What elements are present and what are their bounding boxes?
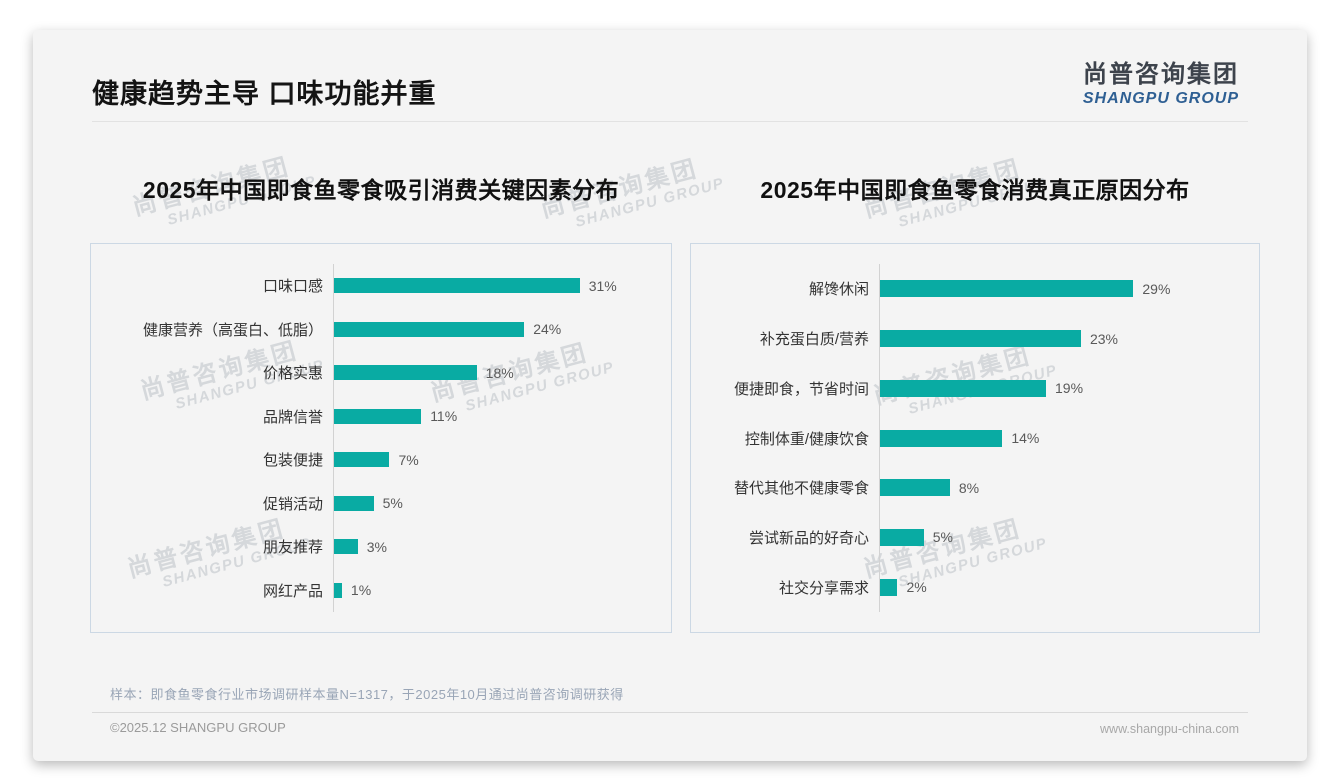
bar-track: 5% — [879, 512, 1247, 563]
bar-row: 控制体重/健康饮食 14% — [691, 413, 1247, 463]
bar-track: 11% — [333, 394, 659, 438]
bar — [334, 278, 580, 294]
bar — [334, 539, 358, 555]
bar — [334, 582, 342, 598]
bar-value-label: 8% — [958, 479, 980, 496]
company-logo: 尚普咨询集团 SHANGPU GROUP — [1083, 54, 1239, 108]
left-chart-rows: 口味口感 31% 健康营养（高蛋白、低脂） 24% 价格实惠 18% 品牌信誉 11% 包装便捷… — [91, 264, 659, 612]
bar-value-label: 2% — [906, 579, 927, 596]
bar-category-label: 包装便捷 — [262, 452, 323, 470]
bar-category-label: 品牌信誉 — [262, 408, 323, 426]
bar-row: 便捷即食，节省时间 19% — [691, 363, 1247, 414]
bar-row: 补充蛋白质/营养 23% — [691, 313, 1247, 364]
bar-category-label: 网红产品 — [262, 582, 323, 600]
bar-category-label: 替代其他不健康零食 — [733, 480, 869, 498]
footer-website: www.shangpu-china.com — [1100, 722, 1239, 736]
slide-card: 尚普咨询集团 SHANGPU GROUP 尚普咨询集团 SHANGPU GROUP 尚普… — [33, 30, 1307, 761]
bar-row: 尝试新品的好奇心 5% — [691, 512, 1247, 563]
bar-value-label: 23% — [1089, 330, 1118, 347]
bar-track: 19% — [879, 363, 1247, 414]
bar-value-label: 1% — [350, 582, 372, 599]
title-divider — [92, 121, 1248, 122]
bar — [334, 408, 422, 424]
bar-value-label: 19% — [1055, 380, 1084, 397]
bar-track: 1% — [333, 568, 659, 612]
bar-track: 23% — [879, 313, 1247, 364]
bar-track: 5% — [333, 481, 659, 525]
bar-category-label: 口味口感 — [262, 278, 323, 296]
right-chart: 解馋休闲 29% 补充蛋白质/营养 23% 便捷即食，节省时间 19% 控制体重/健康饮食 1… — [690, 243, 1260, 633]
bar — [334, 365, 477, 381]
bar-track: 14% — [879, 413, 1247, 463]
bar-row: 包装便捷 7% — [91, 438, 659, 482]
bar-value-label: 3% — [366, 538, 387, 555]
bar — [334, 321, 525, 337]
bar-track: 8% — [879, 462, 1247, 513]
bar-row: 品牌信誉 11% — [91, 394, 659, 438]
logo-chinese-name: 尚普咨询集团 — [1083, 61, 1239, 88]
bar-value-label: 24% — [533, 321, 562, 338]
right-chart-title: 2025年中国即食鱼零食消费真正原因分布 — [760, 177, 1190, 203]
sample-note: 样本：即食鱼零食行业市场调研样本量N=1317，于2025年10月通过尚普咨询调… — [110, 687, 624, 702]
bar-category-label: 便捷即食，节省时间 — [733, 380, 869, 398]
bar-value-label: 14% — [1011, 430, 1040, 447]
bar-category-label: 补充蛋白质/营养 — [759, 331, 869, 349]
bar-row: 价格实惠 18% — [91, 351, 659, 395]
bar — [880, 330, 1081, 348]
bar-track: 2% — [879, 562, 1247, 613]
bar-category-label: 解馋休闲 — [808, 281, 869, 299]
bar-category-label: 社交分享需求 — [778, 579, 869, 597]
footer-copyright: ©2025.12 SHANGPU GROUP — [110, 720, 286, 735]
bar-value-label: 7% — [398, 451, 419, 468]
page-title: 健康趋势主导 口味功能并重 — [92, 79, 437, 109]
bar-value-label: 5% — [382, 495, 403, 512]
bar-row: 促销活动 5% — [91, 481, 659, 525]
bar-row: 替代其他不健康零食 8% — [691, 462, 1247, 513]
bar-track: 18% — [333, 351, 659, 395]
bar-row: 社交分享需求 2% — [691, 562, 1247, 613]
bar-value-label: 31% — [588, 277, 617, 294]
bar-row: 网红产品 1% — [91, 568, 659, 612]
bar — [880, 479, 950, 497]
bar-row: 朋友推荐 3% — [91, 525, 659, 569]
bar-track: 31% — [333, 264, 659, 308]
bar — [880, 379, 1047, 397]
bar — [880, 528, 924, 546]
bar-category-label: 促销活动 — [262, 495, 323, 513]
left-chart-title: 2025年中国即食鱼零食吸引消费关键因素分布 — [142, 177, 620, 203]
bar-row: 口味口感 31% — [91, 264, 659, 308]
bar-value-label: 11% — [430, 408, 458, 425]
bar-category-label: 朋友推荐 — [262, 539, 323, 557]
bar-track: 24% — [333, 307, 659, 351]
logo-english-name: SHANGPU GROUP — [1082, 90, 1239, 107]
bar-track: 3% — [333, 525, 659, 569]
right-chart-rows: 解馋休闲 29% 补充蛋白质/营养 23% 便捷即食，节省时间 19% 控制体重/健康饮食 1… — [691, 264, 1247, 613]
bar-category-label: 控制体重/健康饮食 — [744, 430, 869, 448]
bar — [880, 280, 1134, 298]
bar — [880, 429, 1003, 447]
footer-divider — [92, 712, 1248, 713]
bar — [334, 452, 390, 468]
bar-track: 29% — [879, 264, 1247, 314]
bar-category-label: 健康营养（高蛋白、低脂） — [142, 321, 323, 339]
bar — [880, 578, 898, 596]
bar-row: 解馋休闲 29% — [691, 264, 1247, 314]
left-chart: 口味口感 31% 健康营养（高蛋白、低脂） 24% 价格实惠 18% 品牌信誉 11% 包装便捷… — [90, 243, 672, 633]
bar-track: 7% — [333, 438, 659, 482]
bar-category-label: 价格实惠 — [262, 365, 323, 383]
bar-value-label: 29% — [1142, 280, 1171, 297]
bar-value-label: 5% — [932, 529, 953, 546]
bar-category-label: 尝试新品的好奇心 — [748, 529, 869, 547]
bar-value-label: 18% — [485, 364, 514, 381]
bar — [334, 495, 374, 511]
bar-row: 健康营养（高蛋白、低脂） 24% — [91, 307, 659, 351]
